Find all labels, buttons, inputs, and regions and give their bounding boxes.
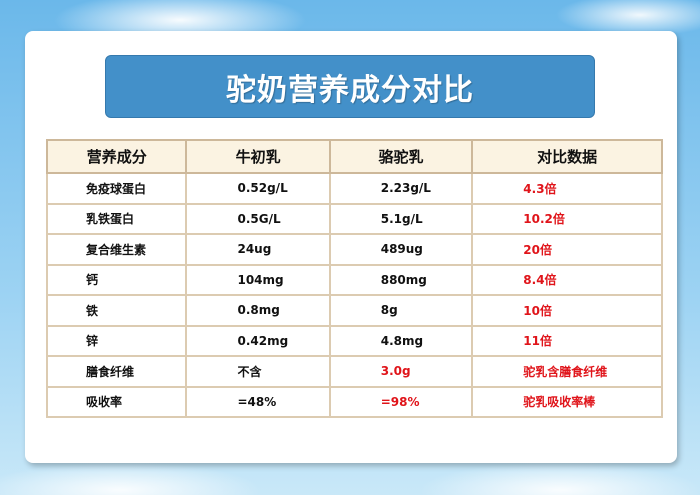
cell-comparison: 驼乳吸收率棒 [471,385,663,418]
cell-camel-value: 880mg [328,263,474,296]
cell-camel-value: =98% [328,385,474,418]
table-row: 钙 104mg 880mg 8.4倍 [45,263,663,296]
cell-cow-value: 24ug [185,233,331,266]
page-title: 驼奶营养成分对比 [226,72,474,108]
cell-cow-value: 不含 [185,355,331,388]
table-row: 免疫球蛋白 0.52g/L 2.23g/L 4.3倍 [45,172,663,205]
header-cow-colostrum: 牛初乳 [185,139,331,174]
table-row: 乳铁蛋白 0.5G/L 5.1g/L 10.2倍 [45,202,663,235]
cell-comparison: 10.2倍 [471,202,663,235]
cell-cow-value: 104mg [185,263,331,296]
table-row: 铁 0.8mg 8g 10倍 [45,294,663,327]
table-row: 吸收率 =48% =98% 驼乳吸收率棒 [45,385,663,418]
cell-camel-value: 2.23g/L [328,172,474,205]
title-banner: 驼奶营养成分对比 [105,55,595,118]
table-header-row: 营养成分 牛初乳 骆驼乳 对比数据 [45,139,663,174]
cell-cow-value: 0.52g/L [185,172,331,205]
cell-nutrient: 锌 [45,324,188,357]
nutrition-table: 营养成分 牛初乳 骆驼乳 对比数据 免疫球蛋白 0.52g/L 2.23g/L 4.3… [45,139,663,418]
cell-comparison: 4.3倍 [471,172,663,205]
header-camel-milk: 骆驼乳 [328,139,474,174]
cell-comparison: 20倍 [471,233,663,266]
cell-nutrient: 膳食纤维 [45,355,188,388]
cell-camel-value: 5.1g/L [328,202,474,235]
table-row: 膳食纤维 不含 3.0g 驼乳含膳食纤维 [45,355,663,388]
cell-nutrient: 铁 [45,294,188,327]
cell-cow-value: =48% [185,385,331,418]
cell-camel-value: 4.8mg [328,324,474,357]
cell-comparison: 10倍 [471,294,663,327]
header-comparison: 对比数据 [471,139,663,174]
cell-camel-value: 8g [328,294,474,327]
cell-nutrient: 吸收率 [45,385,188,418]
cell-comparison: 11倍 [471,324,663,357]
cell-nutrient: 钙 [45,263,188,296]
table-row: 锌 0.42mg 4.8mg 11倍 [45,324,663,357]
cell-cow-value: 0.5G/L [185,202,331,235]
cell-comparison: 8.4倍 [471,263,663,296]
content-card: 驼奶营养成分对比 营养成分 牛初乳 骆驼乳 对比数据 免疫球蛋白 0.52g/L 2… [25,31,677,463]
table-row: 复合维生素 24ug 489ug 20倍 [45,233,663,266]
cell-cow-value: 0.42mg [185,324,331,357]
cell-nutrient: 复合维生素 [45,233,188,266]
header-nutrient: 营养成分 [45,139,188,174]
cell-nutrient: 乳铁蛋白 [45,202,188,235]
cell-camel-value: 3.0g [328,355,474,388]
cell-cow-value: 0.8mg [185,294,331,327]
cell-camel-value: 489ug [328,233,474,266]
cell-nutrient: 免疫球蛋白 [45,172,188,205]
cell-comparison: 驼乳含膳食纤维 [471,355,663,388]
